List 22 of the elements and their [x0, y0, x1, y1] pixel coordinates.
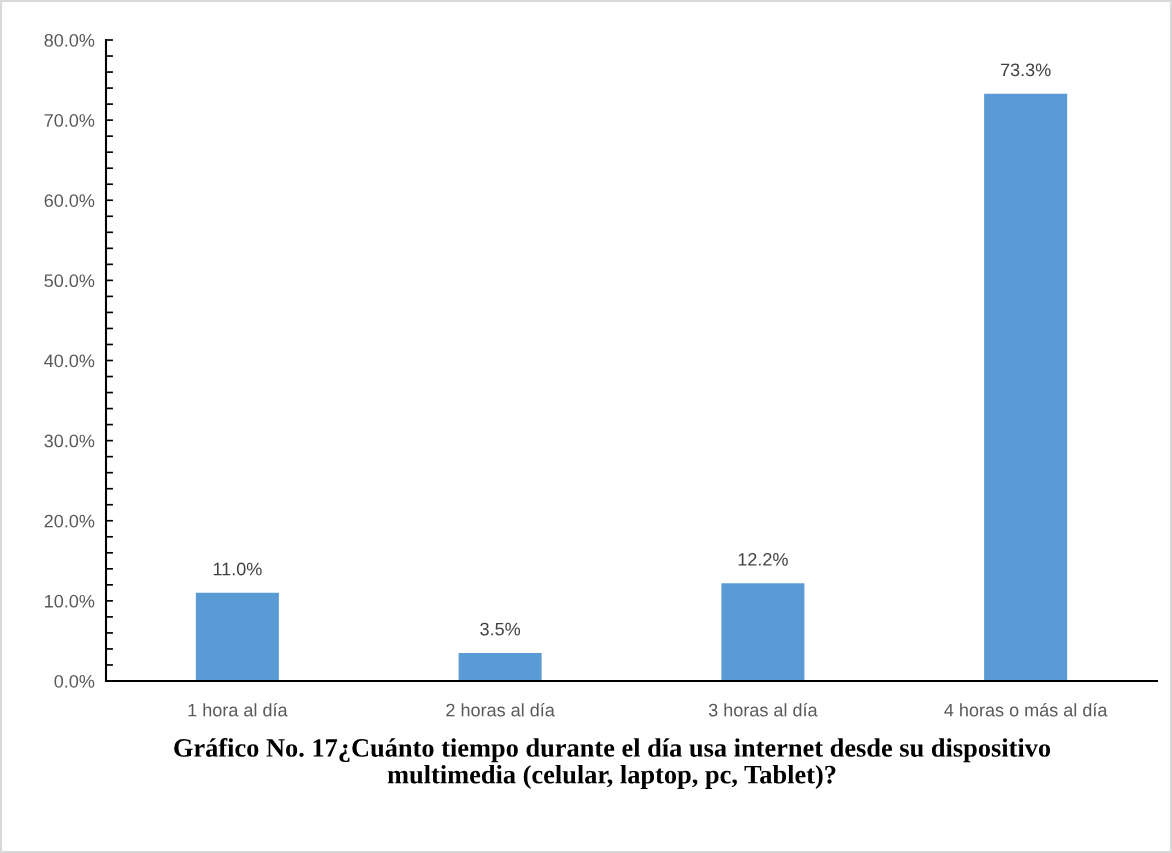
- data-label: 12.2%: [738, 553, 788, 566]
- y-tick-label: 60.0%: [44, 194, 95, 207]
- y-tick-label: 10.0%: [45, 594, 95, 608]
- data-label: 11.0%: [213, 562, 262, 576]
- y-tick-label: 70.0%: [44, 114, 95, 127]
- bar: [458, 652, 542, 681]
- data-label: 73.3%: [1000, 63, 1051, 77]
- y-tick-label: 20.0%: [44, 514, 95, 528]
- x-tick-label: 2 horas al día: [446, 703, 555, 717]
- bar: [195, 592, 279, 681]
- y-tick-label: 50.0%: [44, 274, 95, 288]
- data-label: 3.5%: [480, 622, 521, 636]
- y-tick-label: 30.0%: [44, 434, 95, 448]
- y-tick-label: 0.0%: [54, 674, 95, 688]
- bar: [984, 93, 1068, 681]
- bar: [721, 583, 805, 681]
- y-tick-label: 80.0%: [44, 33, 95, 47]
- x-tick-label: 3 horas al día: [708, 703, 818, 717]
- y-tick-label: 40.0%: [44, 354, 95, 368]
- text: Gráfico No. 17¿Cuánto tiempo durante el día usa internet desde su dispositivo multimedia (celular, laptop, pc, Tablet)?: [174, 738, 1051, 789]
- x-tick-label: 1 hora al día: [188, 703, 288, 717]
- x-tick-label: 4 horas o más al día: [944, 703, 1108, 717]
